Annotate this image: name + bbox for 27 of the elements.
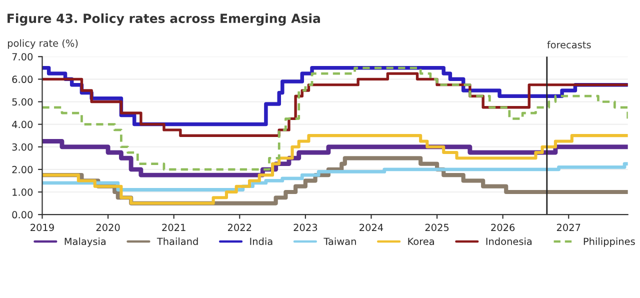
x-tick-label: 2027 <box>556 224 580 232</box>
x-tick-label: 2025 <box>425 224 449 232</box>
x-tick-label: 2022 <box>228 224 252 232</box>
x-tick-label: 2024 <box>360 224 384 232</box>
y-tick-label: 1.00 <box>12 188 33 196</box>
y-axis-title: policy rate (%) <box>8 39 78 49</box>
x-tick-label: 2023 <box>294 224 318 232</box>
y-tick-label: 3.00 <box>12 143 33 151</box>
legend-label: Thailand <box>156 238 198 246</box>
x-tick-label: 2019 <box>30 224 54 232</box>
legend-label: Malaysia <box>64 238 106 247</box>
legend-label: Taiwan <box>324 238 356 246</box>
y-tick-label: 0.00 <box>12 211 33 218</box>
chart-title: Figure 43. Policy rates across Emerging Asia <box>8 13 320 26</box>
x-tick-label: 2021 <box>162 224 186 232</box>
x-tick-label: 2020 <box>96 224 120 232</box>
y-tick-label: 5.00 <box>12 98 33 106</box>
legend-label: Indonesia <box>486 238 532 246</box>
legend-label: India <box>250 238 272 246</box>
ref-line-label: forecasts <box>547 40 591 48</box>
y-tick-label: 6.00 <box>12 76 33 84</box>
y-tick-label: 7.00 <box>12 53 33 60</box>
y-tick-label: 2.00 <box>12 166 33 174</box>
legend-label: Korea <box>408 238 434 246</box>
x-tick-label: 2026 <box>491 224 515 232</box>
legend-label: Philippines <box>584 238 635 247</box>
y-tick-label: 4.00 <box>12 120 33 128</box>
